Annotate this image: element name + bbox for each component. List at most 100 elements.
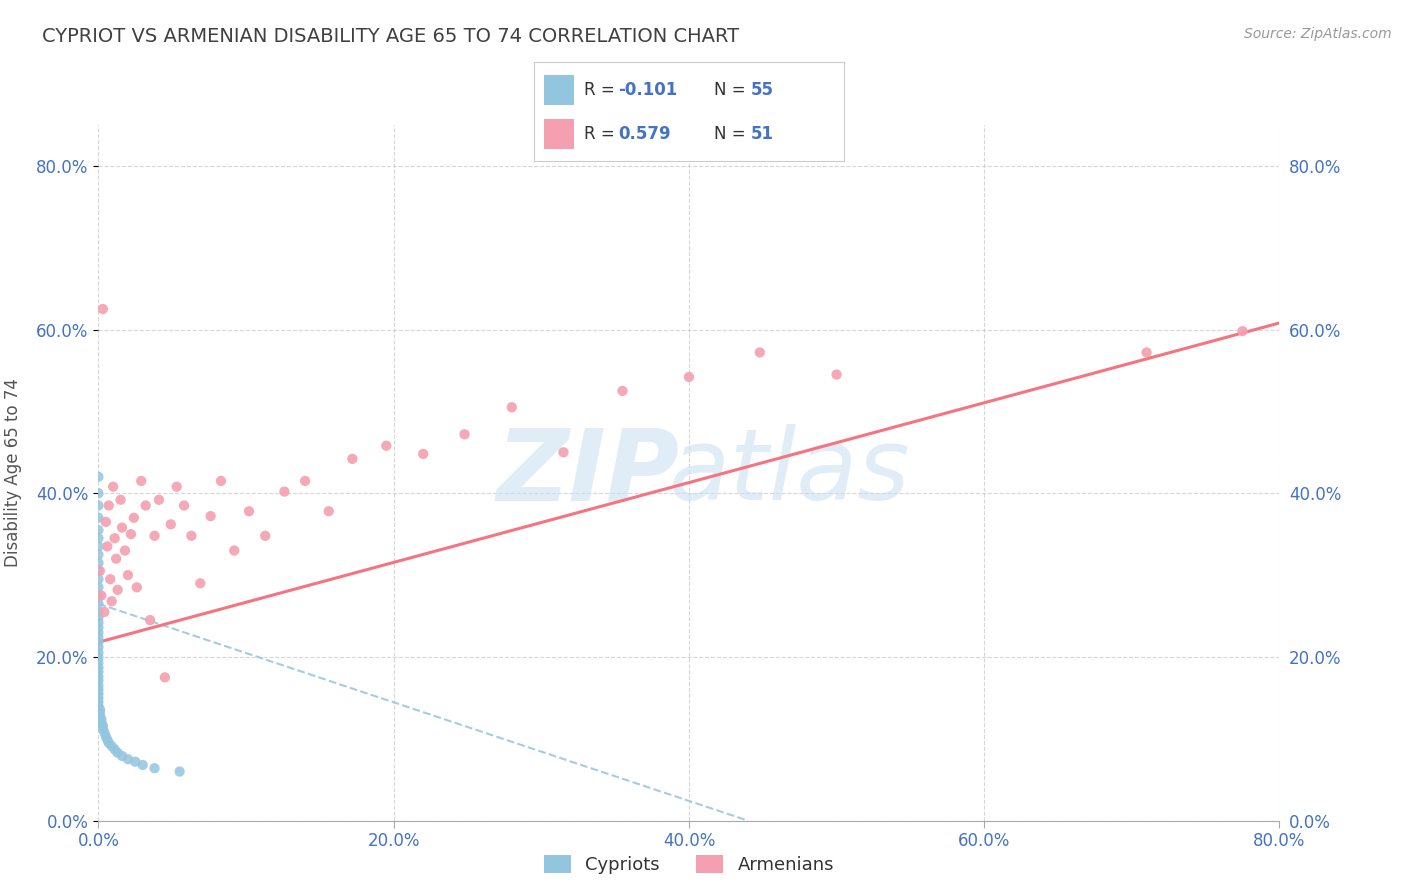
Text: R =: R =	[583, 125, 620, 143]
Text: N =: N =	[714, 81, 751, 99]
Point	[97, 499, 120, 513]
Point	[159, 517, 181, 532]
Text: atlas: atlas	[668, 425, 910, 521]
Point	[87, 510, 110, 524]
Point	[87, 531, 110, 545]
Point	[104, 742, 127, 756]
Point	[114, 543, 136, 558]
Point	[89, 706, 111, 720]
Bar	[544, 120, 575, 149]
Point	[97, 736, 120, 750]
Point	[110, 492, 132, 507]
Point	[93, 725, 115, 739]
Point	[100, 739, 122, 753]
Point	[412, 447, 434, 461]
Point	[96, 540, 118, 554]
Point	[87, 620, 110, 634]
Point	[678, 370, 700, 384]
Point	[501, 401, 523, 415]
Point	[87, 646, 110, 660]
Y-axis label: Disability Age 65 to 74: Disability Age 65 to 74	[4, 378, 22, 567]
Point	[87, 630, 110, 644]
Point	[90, 715, 112, 730]
Point	[224, 543, 246, 558]
Point	[180, 529, 202, 543]
Point	[87, 499, 110, 513]
Bar	[544, 75, 575, 104]
Point	[87, 610, 110, 624]
Point	[96, 732, 118, 747]
Point	[143, 761, 166, 775]
Point	[173, 499, 195, 513]
Point	[87, 556, 110, 570]
Point	[89, 702, 111, 716]
Point	[117, 752, 139, 766]
Point	[87, 597, 110, 611]
Point	[94, 729, 117, 743]
Point	[91, 301, 114, 316]
Text: Source: ZipAtlas.com: Source: ZipAtlas.com	[1244, 27, 1392, 41]
Point	[87, 605, 110, 619]
Point	[748, 345, 770, 359]
Point	[148, 492, 170, 507]
Point	[1232, 324, 1254, 338]
Point	[254, 529, 277, 543]
Point	[87, 682, 110, 697]
Point	[87, 486, 110, 500]
Text: R =: R =	[583, 81, 620, 99]
Point	[87, 687, 110, 701]
Point	[91, 722, 114, 736]
Text: CYPRIOT VS ARMENIAN DISABILITY AGE 65 TO 74 CORRELATION CHART: CYPRIOT VS ARMENIAN DISABILITY AGE 65 TO…	[42, 27, 740, 45]
Point	[453, 427, 475, 442]
Text: 55: 55	[751, 81, 773, 99]
Point	[87, 695, 110, 709]
Text: 51: 51	[751, 125, 773, 143]
Point	[87, 665, 110, 679]
Point	[188, 576, 211, 591]
Point	[318, 504, 340, 518]
Point	[273, 484, 295, 499]
Point	[117, 568, 139, 582]
Legend: Cypriots, Armenians: Cypriots, Armenians	[537, 847, 841, 881]
Point	[87, 523, 110, 537]
Point	[87, 673, 110, 688]
Point	[132, 758, 155, 772]
Point	[139, 613, 162, 627]
Point	[100, 594, 122, 608]
Point	[200, 509, 222, 524]
Point	[129, 474, 152, 488]
Point	[87, 540, 110, 554]
Point	[107, 746, 129, 760]
Point	[143, 529, 166, 543]
Point	[87, 679, 110, 693]
Point	[166, 480, 188, 494]
Point	[87, 640, 110, 654]
Point	[87, 572, 110, 586]
Point	[120, 527, 142, 541]
Point	[91, 719, 114, 733]
Point	[612, 384, 634, 398]
Point	[87, 589, 110, 603]
Point	[87, 548, 110, 562]
Point	[104, 531, 127, 545]
Point	[89, 709, 111, 723]
Text: ZIP: ZIP	[498, 425, 681, 521]
Point	[90, 589, 112, 603]
Point	[153, 670, 176, 684]
Point	[375, 439, 398, 453]
Point	[125, 580, 148, 594]
Point	[135, 499, 157, 513]
Point	[90, 712, 112, 726]
Point	[87, 564, 110, 578]
Point	[294, 474, 316, 488]
Point	[93, 605, 115, 619]
Point	[111, 520, 134, 534]
Point	[87, 615, 110, 630]
Point	[87, 580, 110, 594]
Point	[87, 656, 110, 670]
Point	[87, 635, 110, 649]
Point	[825, 368, 848, 382]
Point	[87, 470, 110, 484]
Point	[103, 480, 125, 494]
Point	[1135, 345, 1157, 359]
